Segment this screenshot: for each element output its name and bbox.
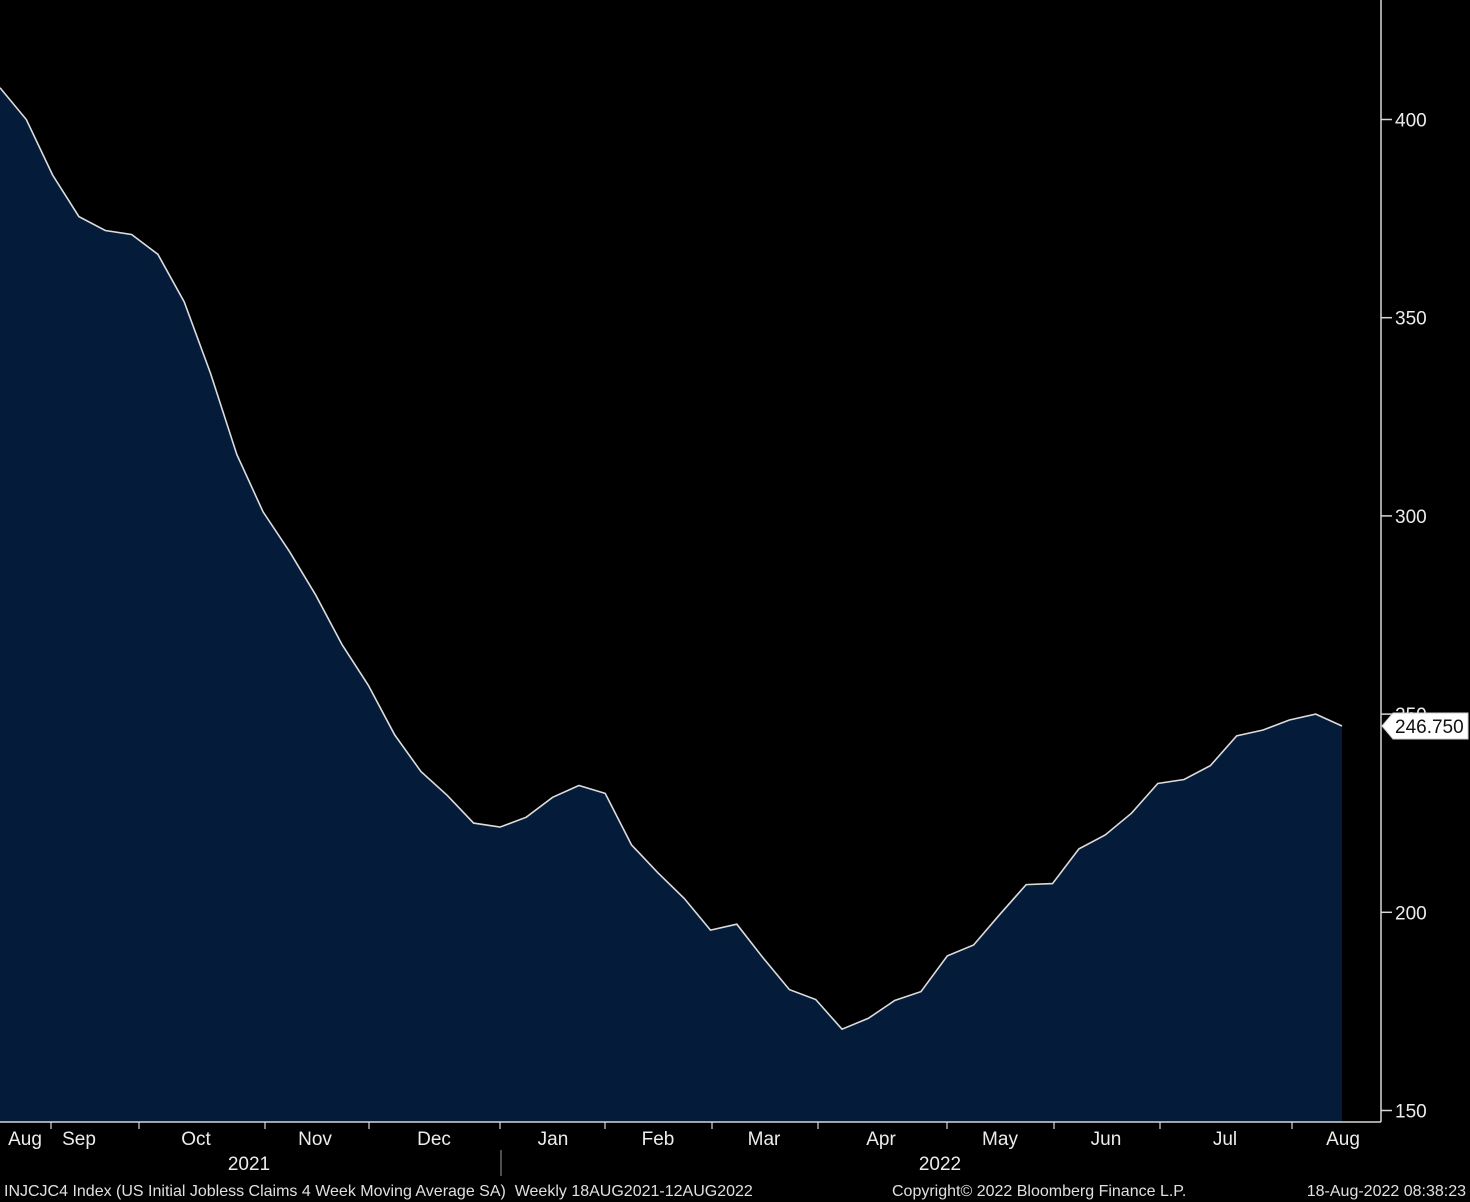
- year-label: 2022: [919, 1154, 961, 1175]
- y-tick-label: 300: [1395, 507, 1427, 528]
- x-tick-label: Oct: [181, 1129, 211, 1150]
- series-area: [0, 87, 1342, 1122]
- footer-copyright: Copyright© 2022 Bloomberg Finance L.P.: [892, 1183, 1186, 1200]
- x-tick-label: Dec: [417, 1129, 451, 1150]
- y-tick-label: 400: [1395, 111, 1427, 132]
- x-tick-label: Jan: [538, 1129, 569, 1150]
- last-value-marker: 246.750: [1381, 712, 1469, 740]
- footer-bar: INJCJC4 Index (US Initial Jobless Claims…: [4, 1183, 1466, 1200]
- x-tick-label: May: [982, 1129, 1018, 1150]
- series-line: [0, 87, 1343, 1031]
- x-tick-label: Feb: [642, 1129, 675, 1150]
- footer-description: INJCJC4 Index (US Initial Jobless Claims…: [4, 1183, 753, 1200]
- last-value-label: 246.750: [1395, 717, 1464, 738]
- x-tick-label: Sep: [62, 1129, 96, 1150]
- x-tick-label: Aug: [1326, 1129, 1360, 1150]
- x-tick-label: Apr: [866, 1129, 896, 1150]
- y-tick-label: 150: [1395, 1102, 1427, 1123]
- year-label: 2021: [228, 1154, 270, 1175]
- y-tick-label: 350: [1395, 309, 1427, 330]
- x-tick-label: Nov: [298, 1129, 332, 1150]
- x-tick-label: Jun: [1091, 1129, 1122, 1150]
- plot-area: [0, 87, 1343, 1122]
- x-axis: Aug Sep Oct Nov Dec Jan Feb Mar Apr May Jun Jul Aug 2…: [0, 1121, 1381, 1176]
- x-tick-label: Aug: [8, 1129, 42, 1150]
- footer-timestamp: 18-Aug-2022 08:38:23: [1307, 1183, 1466, 1200]
- y-tick-label: 200: [1395, 903, 1427, 924]
- x-tick-label: Jul: [1213, 1129, 1237, 1150]
- last-value-box: [1381, 712, 1469, 740]
- x-tick-label: Mar: [748, 1129, 781, 1150]
